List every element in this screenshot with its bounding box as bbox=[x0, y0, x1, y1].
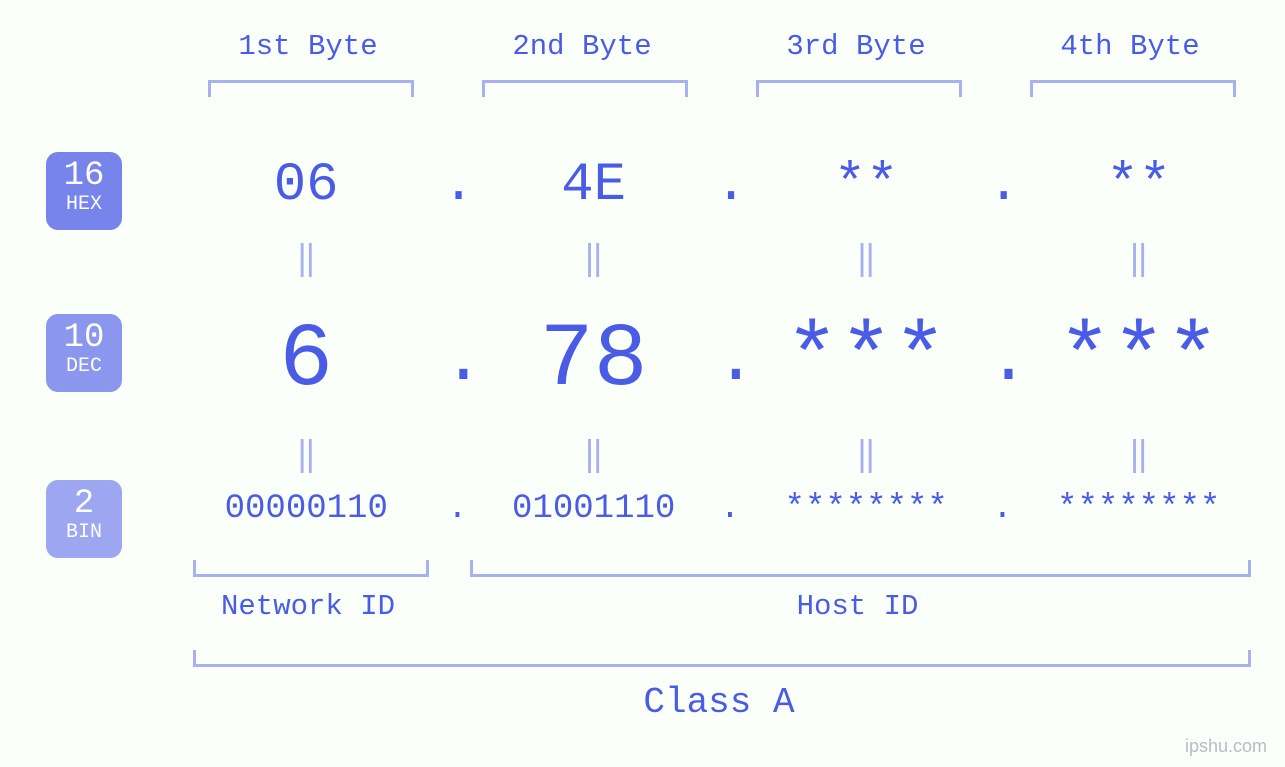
bracket-class bbox=[193, 650, 1251, 667]
hex-byte-2: 4E bbox=[472, 155, 715, 216]
bin-byte-3: ******** bbox=[745, 490, 988, 528]
host-id-label: Host ID bbox=[470, 590, 1245, 623]
ip-diagram: 1st Byte 2nd Byte 3rd Byte 4th Byte 16 H… bbox=[0, 0, 1285, 767]
dec-byte-2: 78 bbox=[472, 310, 715, 412]
dot: . bbox=[715, 490, 745, 528]
dot: . bbox=[987, 155, 1017, 216]
bracket-byte-1 bbox=[208, 80, 414, 97]
equals-icon: ‖ bbox=[170, 238, 443, 280]
equals-icon: ‖ bbox=[1017, 434, 1260, 476]
bracket-byte-3 bbox=[756, 80, 962, 97]
byte-header-2: 2nd Byte bbox=[457, 30, 707, 63]
bin-byte-2: 01001110 bbox=[472, 490, 715, 528]
badge-bin-num: 2 bbox=[46, 486, 122, 523]
row-dec: 6 . 78 . *** . *** bbox=[170, 310, 1260, 412]
bin-byte-1: 00000110 bbox=[170, 490, 443, 528]
byte-header-1: 1st Byte bbox=[183, 30, 433, 63]
badge-hex-name: HEX bbox=[46, 195, 122, 215]
byte-header-3: 3rd Byte bbox=[731, 30, 981, 63]
eq-row-hex-dec: ‖ ‖ ‖ ‖ bbox=[170, 238, 1260, 280]
equals-icon: ‖ bbox=[472, 238, 715, 280]
bracket-host bbox=[470, 560, 1251, 577]
dec-byte-4: *** bbox=[1017, 310, 1260, 412]
equals-icon: ‖ bbox=[745, 238, 988, 280]
byte-header-4: 4th Byte bbox=[1005, 30, 1255, 63]
bracket-byte-4 bbox=[1030, 80, 1236, 97]
dec-byte-3: *** bbox=[745, 310, 988, 412]
badge-dec: 10 DEC bbox=[46, 314, 122, 392]
row-bin: 00000110 . 01001110 . ******** . *******… bbox=[170, 490, 1260, 528]
bracket-byte-2 bbox=[482, 80, 688, 97]
dot: . bbox=[715, 322, 745, 401]
equals-icon: ‖ bbox=[472, 434, 715, 476]
bin-byte-4: ******** bbox=[1017, 490, 1260, 528]
watermark: ipshu.com bbox=[1185, 736, 1267, 757]
hex-byte-3: ** bbox=[745, 155, 988, 216]
badge-bin: 2 BIN bbox=[46, 480, 122, 558]
dot: . bbox=[987, 322, 1017, 401]
badge-hex-num: 16 bbox=[46, 158, 122, 195]
badge-dec-name: DEC bbox=[46, 357, 122, 377]
dot: . bbox=[442, 155, 472, 216]
dot: . bbox=[988, 490, 1018, 528]
dot: . bbox=[443, 490, 473, 528]
badge-bin-name: BIN bbox=[46, 523, 122, 543]
hex-byte-1: 06 bbox=[170, 155, 442, 216]
dot: . bbox=[442, 322, 472, 401]
eq-row-dec-bin: ‖ ‖ ‖ ‖ bbox=[170, 434, 1260, 476]
class-label: Class A bbox=[193, 682, 1245, 723]
equals-icon: ‖ bbox=[170, 434, 443, 476]
bracket-network bbox=[193, 560, 429, 577]
dot: . bbox=[715, 155, 745, 216]
dec-byte-1: 6 bbox=[170, 310, 442, 412]
network-id-label: Network ID bbox=[193, 590, 423, 623]
equals-icon: ‖ bbox=[745, 434, 988, 476]
hex-byte-4: ** bbox=[1017, 155, 1260, 216]
equals-icon: ‖ bbox=[1017, 238, 1260, 280]
badge-dec-num: 10 bbox=[46, 320, 122, 357]
badge-hex: 16 HEX bbox=[46, 152, 122, 230]
row-hex: 06 . 4E . ** . ** bbox=[170, 155, 1260, 216]
